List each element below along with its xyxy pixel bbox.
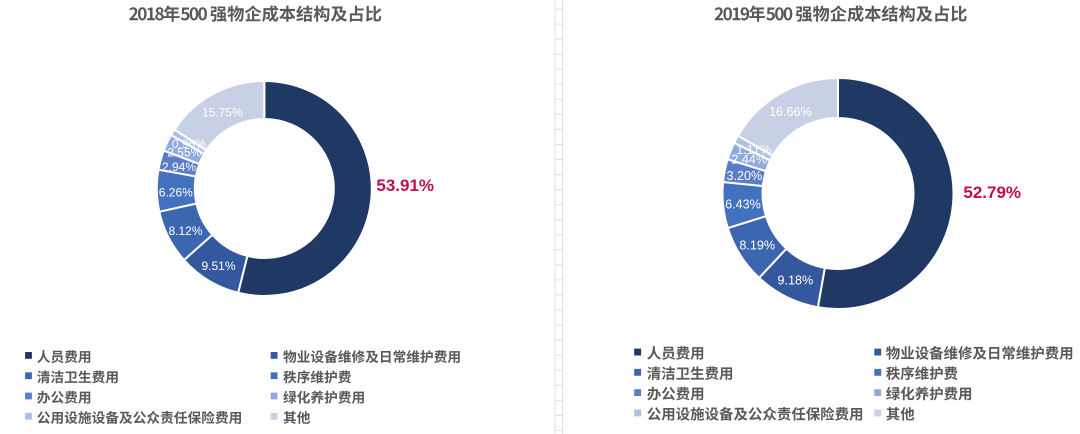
svg-text:2.94%: 2.94% [162, 160, 196, 174]
svg-text:2.44%: 2.44% [731, 153, 767, 167]
svg-text:53.91%: 53.91% [376, 176, 434, 195]
svg-text:8.19%: 8.19% [739, 239, 775, 253]
svg-text:3.20%: 3.20% [727, 169, 763, 183]
svg-text:0.96%: 0.96% [172, 137, 206, 151]
svg-text:52.79%: 52.79% [963, 183, 1021, 202]
svg-text:9.51%: 9.51% [201, 259, 235, 273]
svg-text:16.66%: 16.66% [769, 105, 812, 119]
svg-text:6.26%: 6.26% [159, 185, 193, 199]
svg-text:2.55%: 2.55% [167, 146, 201, 160]
svg-text:6.43%: 6.43% [725, 198, 761, 212]
svg-text:9.18%: 9.18% [777, 273, 813, 287]
svg-text:1.11%: 1.11% [736, 143, 771, 157]
svg-text:15.75%: 15.75% [202, 106, 243, 120]
svg-text:8.12%: 8.12% [168, 224, 202, 238]
